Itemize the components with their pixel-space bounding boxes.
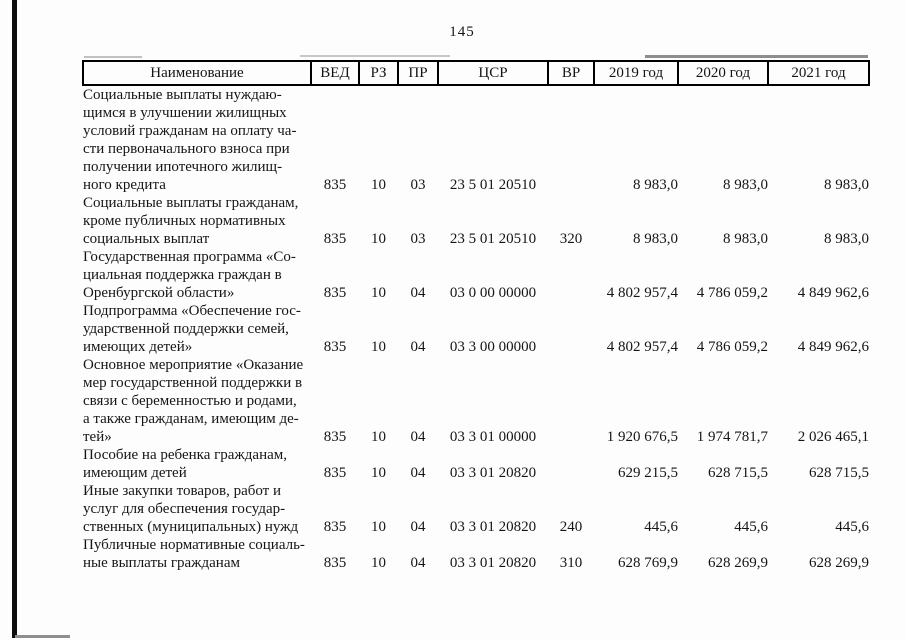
cell-name: Основное мероприятие «Оказание мер госуд… bbox=[83, 357, 304, 445]
cell-y2021: 2 026 465,1 bbox=[797, 429, 869, 445]
cell-y2019: 4 802 957,4 bbox=[606, 339, 678, 355]
cell-pr: 04 bbox=[410, 339, 426, 355]
cell-y2021: 8 983,0 bbox=[824, 231, 869, 247]
cell-y2021: 4 849 962,6 bbox=[797, 339, 869, 355]
cell-y2019: 628 769,9 bbox=[618, 555, 678, 571]
cell-csr: 03 3 01 00000 bbox=[449, 429, 537, 445]
cell-rz: 10 bbox=[371, 465, 386, 481]
cell-name: Социальные выплаты гражданам, кроме публ… bbox=[83, 195, 299, 247]
cell-name: Государственная программа «Со- циальная … bbox=[83, 249, 296, 301]
cell-y2019: 629 215,5 bbox=[618, 465, 678, 481]
cell-pr: 04 bbox=[410, 519, 426, 535]
column-header: 2021 год bbox=[767, 60, 870, 86]
column-header: ПР bbox=[397, 60, 439, 86]
cell-y2021: 445,6 bbox=[835, 519, 869, 535]
cell-y2019: 8 983,0 bbox=[633, 231, 678, 247]
cell-rz: 10 bbox=[371, 519, 386, 535]
cell-name: Публичные нормативные социаль- ные выпла… bbox=[83, 537, 305, 571]
cell-y2020: 4 786 059,2 bbox=[696, 285, 768, 301]
cell-ved: 835 bbox=[323, 285, 347, 301]
cell-y2019: 4 802 957,4 bbox=[606, 285, 678, 301]
column-header: ВР bbox=[547, 60, 595, 86]
cell-vr: 320 bbox=[559, 231, 583, 247]
cell-y2019: 445,6 bbox=[644, 519, 678, 535]
cell-ved: 835 bbox=[323, 177, 347, 193]
cell-rz: 10 bbox=[371, 231, 386, 247]
cell-y2021: 628 269,9 bbox=[809, 555, 869, 571]
cell-y2020: 8 983,0 bbox=[723, 177, 768, 193]
scan-artifact bbox=[84, 56, 142, 58]
cell-rz: 10 bbox=[371, 555, 386, 571]
cell-pr: 04 bbox=[410, 465, 426, 481]
column-header: ВЕД bbox=[310, 60, 360, 86]
cell-y2020: 8 983,0 bbox=[723, 231, 768, 247]
table-row: Социальные выплаты гражданам, кроме публ… bbox=[83, 194, 869, 248]
table-header-row: Наименование ВЕД РЗ ПР ЦСР ВР 2019 год 2020 год… bbox=[82, 60, 870, 86]
cell-y2021: 628 715,5 bbox=[809, 465, 869, 481]
cell-vr bbox=[548, 446, 594, 482]
cell-y2021: 8 983,0 bbox=[824, 177, 869, 193]
table-row: Государственная программа «Со- циальная … bbox=[83, 248, 869, 302]
cell-rz: 10 bbox=[371, 339, 386, 355]
cell-pr: 04 bbox=[410, 429, 426, 445]
column-header: РЗ bbox=[358, 60, 399, 86]
cell-vr bbox=[548, 248, 594, 302]
column-header: ЦСР bbox=[437, 60, 549, 86]
cell-name: Подпрограмма «Обеспечение гос- ударствен… bbox=[83, 303, 301, 355]
cell-rz: 10 bbox=[371, 177, 386, 193]
cell-name: Пособие на ребенка гражданам, имеющим де… bbox=[83, 447, 288, 481]
table-row: Подпрограмма «Обеспечение гос- ударствен… bbox=[83, 302, 869, 356]
cell-csr: 03 3 00 00000 bbox=[449, 339, 537, 355]
page-number: 145 bbox=[449, 24, 475, 40]
cell-vr bbox=[548, 356, 594, 446]
cell-ved: 835 bbox=[323, 465, 347, 481]
cell-csr: 03 0 00 00000 bbox=[449, 285, 537, 301]
scan-artifact-tick bbox=[15, 635, 70, 638]
cell-y2020: 445,6 bbox=[734, 519, 768, 535]
cell-pr: 03 bbox=[410, 177, 426, 193]
cell-csr: 03 3 01 20820 bbox=[449, 465, 537, 481]
cell-csr: 03 3 01 20820 bbox=[449, 519, 537, 535]
table-row: Публичные нормативные социаль- ные выпла… bbox=[83, 536, 869, 572]
cell-vr bbox=[548, 85, 594, 194]
cell-rz: 10 bbox=[371, 285, 386, 301]
cell-vr: 240 bbox=[559, 519, 583, 535]
budget-table: Наименование ВЕД РЗ ПР ЦСР ВР 2019 год 2020 год… bbox=[82, 60, 870, 572]
cell-ved: 835 bbox=[323, 519, 347, 535]
cell-y2021: 4 849 962,6 bbox=[797, 285, 869, 301]
column-header: 2019 год bbox=[593, 60, 679, 86]
cell-csr: 23 5 01 20510 bbox=[449, 231, 537, 247]
cell-y2020: 1 974 781,7 bbox=[696, 429, 768, 445]
cell-vr bbox=[548, 302, 594, 356]
cell-y2020: 628 269,9 bbox=[708, 555, 768, 571]
cell-rz: 10 bbox=[371, 429, 386, 445]
cell-y2019: 1 920 676,5 bbox=[606, 429, 678, 445]
cell-ved: 835 bbox=[323, 555, 347, 571]
table-body: Социальные выплаты нуждаю- щимся в улучш… bbox=[83, 85, 869, 572]
column-header: Наименование bbox=[82, 60, 312, 86]
cell-ved: 835 bbox=[323, 339, 347, 355]
cell-name: Иные закупки товаров, работ и услуг для … bbox=[83, 483, 299, 535]
table-row: Основное мероприятие «Оказание мер госуд… bbox=[83, 356, 869, 446]
scan-artifact bbox=[300, 55, 450, 57]
scan-binding-bar bbox=[12, 0, 17, 638]
table-row: Социальные выплаты нуждаю- щимся в улучш… bbox=[83, 85, 869, 194]
cell-y2020: 628 715,5 bbox=[708, 465, 768, 481]
cell-ved: 835 bbox=[323, 231, 347, 247]
cell-csr: 23 5 01 20510 bbox=[449, 177, 537, 193]
cell-y2020: 4 786 059,2 bbox=[696, 339, 768, 355]
cell-csr: 03 3 01 20820 bbox=[449, 555, 537, 571]
cell-vr: 310 bbox=[559, 555, 583, 571]
cell-ved: 835 bbox=[323, 429, 347, 445]
cell-pr: 04 bbox=[410, 555, 426, 571]
table-row: Пособие на ребенка гражданам, имеющим де… bbox=[83, 446, 869, 482]
cell-pr: 03 bbox=[410, 231, 426, 247]
cell-pr: 04 bbox=[410, 285, 426, 301]
scan-artifact bbox=[645, 55, 868, 58]
table-row: Иные закупки товаров, работ и услуг для … bbox=[83, 482, 869, 536]
cell-y2019: 8 983,0 bbox=[633, 177, 678, 193]
column-header: 2020 год bbox=[677, 60, 769, 86]
cell-name: Социальные выплаты нуждаю- щимся в улучш… bbox=[83, 87, 297, 193]
